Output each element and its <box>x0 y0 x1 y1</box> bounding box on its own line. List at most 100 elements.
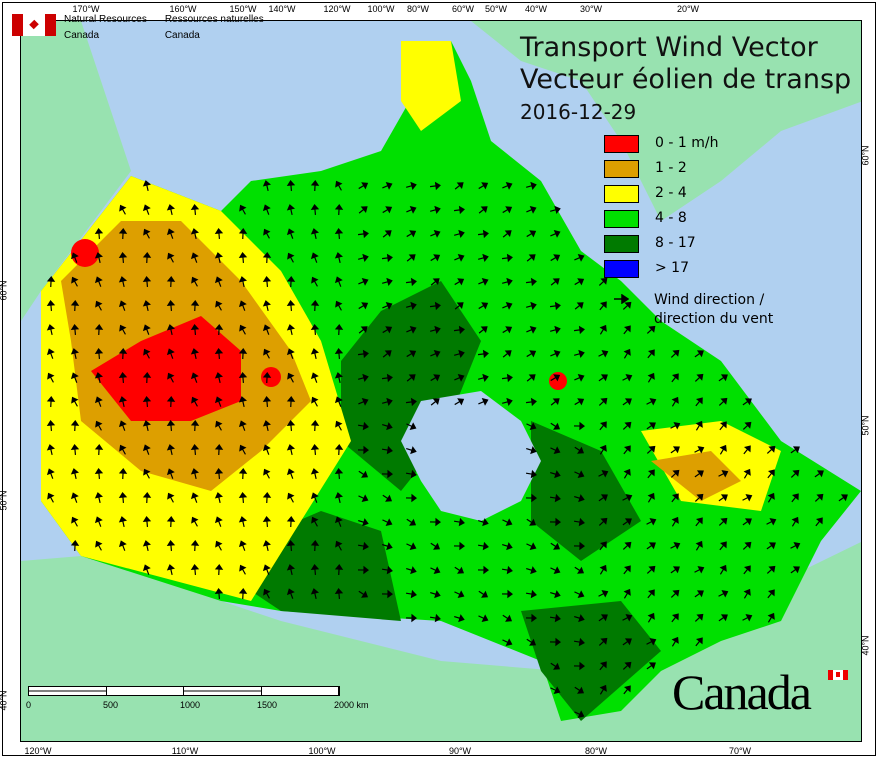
wind-arrow <box>190 420 200 432</box>
wind-arrow <box>526 638 537 646</box>
wind-arrow <box>287 492 295 503</box>
wind-arrow <box>767 589 775 599</box>
title-fr: Vecteur éolien de transp <box>520 64 852 95</box>
wind-arrow <box>381 445 393 455</box>
wind-arrow <box>646 325 656 334</box>
axis-label: 50°N <box>0 490 9 511</box>
wind-arrow <box>143 468 151 479</box>
wind-arrow <box>406 230 417 238</box>
wind-arrow <box>382 518 393 526</box>
wind-arrow <box>502 277 513 286</box>
wind-arrow <box>238 420 247 431</box>
wind-arrow <box>599 541 607 551</box>
wind-arrow <box>790 446 800 454</box>
wind-arrow <box>358 494 369 502</box>
wind-arrow <box>743 588 751 599</box>
wind-arrow <box>118 516 128 528</box>
wind-arrow <box>647 469 655 479</box>
wind-arrow <box>238 492 248 504</box>
wind-arrow <box>430 398 440 406</box>
wind-arrow <box>142 180 152 192</box>
wind-arrow <box>598 397 608 406</box>
wind-arrow <box>502 638 513 646</box>
canada-flag-icon <box>828 670 848 680</box>
wind-arrow <box>574 373 585 382</box>
wind-arrow <box>46 348 55 359</box>
wind-arrow <box>405 397 417 407</box>
wind-arrow <box>502 301 513 310</box>
wind-arrow <box>429 517 441 527</box>
wind-arrow <box>671 493 679 503</box>
wind-arrow <box>334 396 343 407</box>
wind-arrow <box>166 204 176 216</box>
wind-arrow <box>406 254 416 262</box>
wind-arrow <box>238 540 247 551</box>
wind-arrow <box>310 468 320 480</box>
agency-en-2: Canada <box>64 30 100 41</box>
wind-arrow <box>286 564 296 576</box>
wind-arrow <box>310 300 320 312</box>
wind-arrow <box>478 590 489 598</box>
wind-arrow <box>574 566 585 574</box>
wind-arrow <box>71 396 79 407</box>
wind-arrow <box>310 588 320 600</box>
wind-arrow <box>742 494 753 502</box>
wind-arrow <box>286 276 296 288</box>
wind-arrow <box>95 300 103 311</box>
wind-arrow <box>550 349 561 358</box>
legend-swatch <box>604 234 639 253</box>
wind-arrow <box>695 540 703 551</box>
wind-arrow <box>382 301 393 310</box>
wind-arrow <box>622 398 632 406</box>
wind-arrow <box>71 516 79 527</box>
wind-arrow <box>95 420 103 431</box>
wind-arrow <box>190 324 200 336</box>
wind-arrow <box>550 662 561 670</box>
legend-swatch <box>604 184 639 203</box>
wind-arrow <box>550 254 561 262</box>
scale-label: 500 <box>103 700 119 710</box>
wind-arrow <box>262 276 272 288</box>
wind-arrow <box>238 276 248 288</box>
wind-arrow <box>119 324 127 335</box>
wind-arrow <box>166 300 176 312</box>
wind-arrow <box>719 564 727 575</box>
legend-item: > 17 <box>604 256 773 281</box>
wind-arrow <box>502 181 513 190</box>
wind-arrow <box>478 253 489 262</box>
wind-arrow <box>214 324 224 336</box>
wind-arrow <box>46 420 56 432</box>
wind-arrow <box>574 470 585 478</box>
wind-arrow <box>70 420 80 432</box>
wind-arrow <box>238 252 248 264</box>
wind-arrow <box>405 589 417 599</box>
wind-arrow <box>453 205 465 215</box>
legend: 0 - 1 m/h 1 - 2 2 - 4 4 - 8 8 - 17 > 17 Wind d… <box>604 131 773 329</box>
axis-label: 160°W <box>169 4 197 14</box>
wind-arrow <box>525 589 537 599</box>
wind-arrow <box>215 420 223 431</box>
wind-arrow <box>262 492 272 504</box>
wind-arrow <box>238 588 248 600</box>
wind-arrow <box>430 205 441 214</box>
wind-arrow <box>358 277 369 286</box>
wind-arrow <box>215 540 223 551</box>
wind-arrow <box>599 301 607 311</box>
wind-arrow <box>454 253 465 262</box>
wind-arrow <box>526 254 536 262</box>
wind-arrow <box>142 324 151 335</box>
wind-arrow <box>310 420 320 432</box>
wind-arrow <box>550 470 561 479</box>
wind-arrow <box>599 324 607 335</box>
wind-arrow <box>429 613 441 623</box>
wind-arrow <box>694 470 704 478</box>
wind-arrow <box>214 564 224 576</box>
axis-label: 80°W <box>584 746 608 756</box>
scale-label: 2000 km <box>334 700 369 710</box>
scale-label: 1000 <box>180 700 201 710</box>
wind-arrow <box>214 588 224 600</box>
wind-arrow <box>142 420 152 432</box>
wind-arrow <box>118 468 128 480</box>
wind-arrow <box>599 684 607 695</box>
wind-arrow <box>142 372 152 384</box>
